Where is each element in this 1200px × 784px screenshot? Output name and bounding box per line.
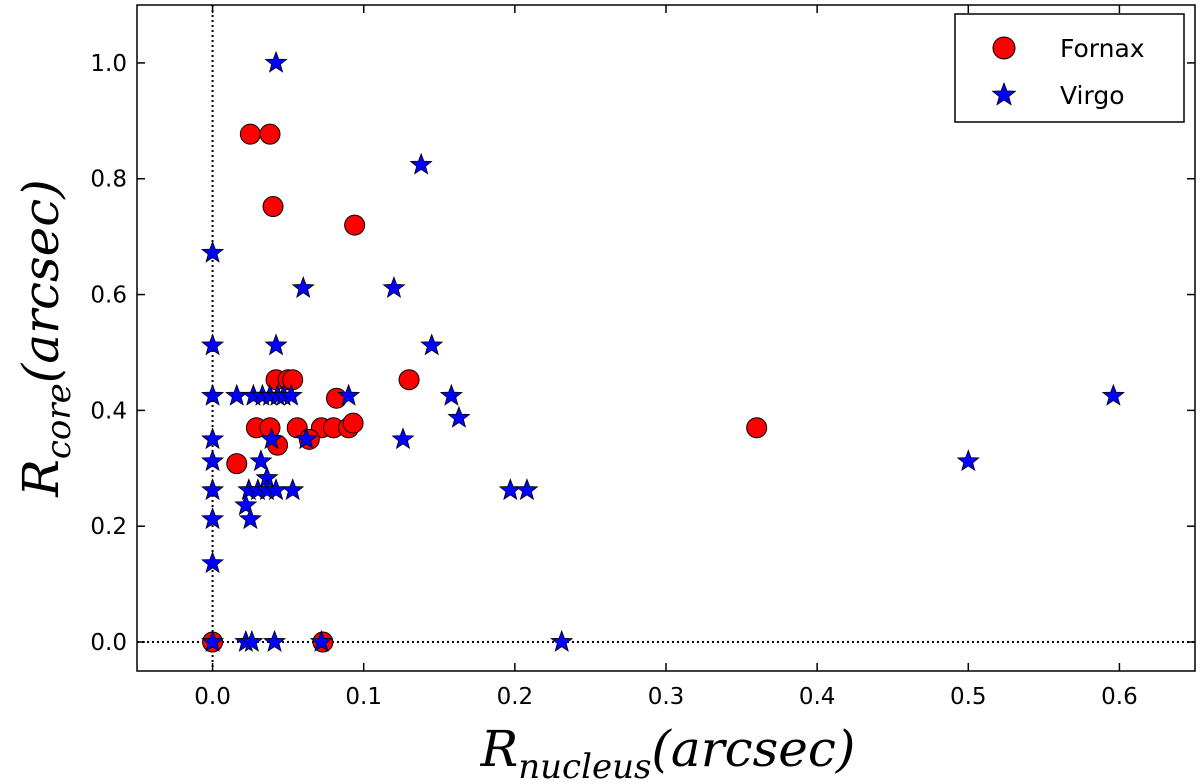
x-tick-label: 0.3 [648, 684, 685, 710]
x-tick-label: 0.4 [799, 684, 836, 710]
x-tick-label: 0.0 [194, 684, 231, 710]
virgo-point [249, 449, 273, 472]
y-axis-title-base: R [12, 459, 70, 498]
legend-virgo-label: Virgo [1060, 81, 1125, 110]
x-axis-title-unit: (arcsec) [651, 720, 855, 778]
virgo-point [201, 240, 225, 263]
legend-box [954, 13, 1185, 123]
virgo-point [201, 427, 225, 450]
virgo-point [382, 276, 406, 299]
virgo-point [264, 50, 288, 73]
virgo-point [291, 276, 315, 299]
virgo-point [259, 427, 284, 450]
virgo-point [550, 629, 574, 652]
virgo-point [262, 629, 287, 652]
virgo-point [240, 629, 264, 652]
fornax-point [282, 369, 304, 391]
legend-fornax-marker [992, 36, 1016, 60]
virgo-point [201, 551, 225, 574]
virgo-point [409, 152, 433, 175]
y-axis-title-sub: core [39, 383, 79, 459]
fornax-point [398, 369, 420, 391]
virgo-point [264, 333, 288, 356]
virgo-point [201, 507, 225, 530]
virgo-point [498, 478, 522, 501]
x-axis-title: Rnucleus(arcsec) [480, 720, 856, 784]
virgo-point [234, 493, 258, 516]
virgo-point [1101, 383, 1125, 406]
x-tick-label: 0.5 [950, 684, 987, 710]
fornax-point [342, 412, 364, 434]
fornax-point [326, 387, 348, 409]
axis-ticks: 0.0 0.1 0.2 0.3 0.4 0.5 0.6 0.0 0.2 0.4 0.6 0.8 1.0 [90, 5, 1195, 710]
fornax-point [344, 214, 366, 236]
fornax-point [226, 453, 248, 475]
virgo-point [447, 405, 471, 428]
y-axis-title-unit: (arcsec) [12, 179, 70, 383]
virgo-point [238, 507, 262, 530]
virgo-point [391, 427, 415, 450]
legend: Fornax Virgo [954, 13, 1185, 123]
y-tick-label: 0.6 [90, 283, 127, 309]
fornax-point [262, 196, 284, 218]
virgo-point [201, 449, 225, 472]
x-tick-label: 0.1 [345, 684, 382, 710]
y-tick-label: 0.0 [90, 630, 127, 656]
virgo-point [294, 427, 318, 450]
virgo-point [201, 333, 225, 356]
legend-virgo-marker [991, 81, 1017, 106]
y-tick-label: 0.4 [90, 398, 127, 424]
data-points [201, 50, 1125, 653]
virgo-point [439, 383, 463, 406]
virgo-point [279, 383, 303, 406]
x-tick-label: 0.2 [497, 684, 534, 710]
y-tick-label: 0.8 [90, 167, 127, 193]
virgo-point [309, 629, 333, 652]
virgo-point [337, 383, 361, 406]
virgo-point [956, 449, 980, 472]
fornax-point [259, 123, 281, 145]
virgo-point [420, 333, 444, 356]
virgo-point [281, 478, 305, 501]
virgo-point [201, 629, 225, 652]
legend-fornax-label: Fornax [1060, 34, 1145, 63]
y-axis-title: Rcore(arcsec) [12, 179, 79, 498]
y-tick-label: 0.2 [90, 514, 127, 540]
x-tick-label: 0.6 [1101, 684, 1138, 710]
y-tick-label: 1.0 [90, 51, 127, 77]
x-axis-title-base: R [480, 720, 519, 778]
x-axis-title-sub: nucleus [518, 747, 651, 784]
virgo-point [201, 383, 225, 406]
virgo-point [225, 383, 249, 406]
virgo-point [201, 478, 225, 501]
fornax-point [239, 123, 261, 145]
virgo-point [515, 478, 539, 501]
fornax-point [746, 417, 768, 439]
